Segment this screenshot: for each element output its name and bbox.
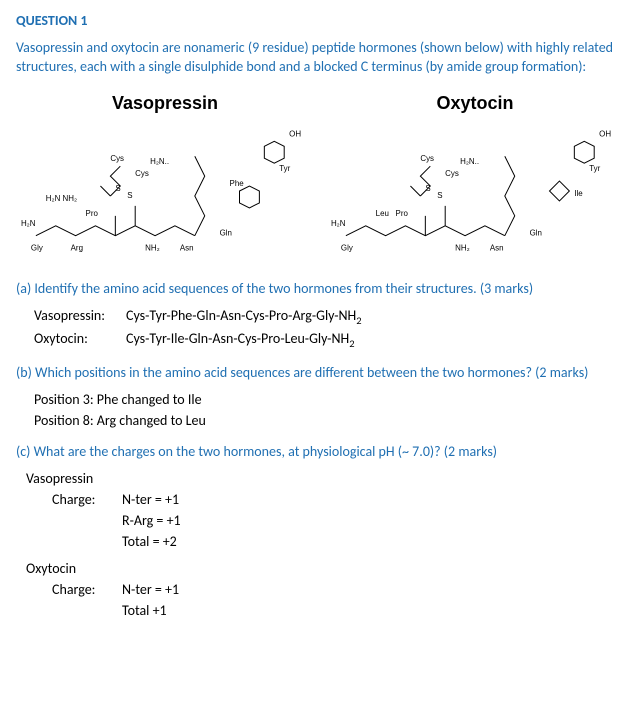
svg-text:Phe: Phe	[230, 179, 245, 188]
oxytocin-sequence: Cys-Tyr-Ile-Gln-Asn-Cys-Pro-Leu-Gly-NH2	[126, 328, 355, 352]
figure-row: Vasopressin Gly Arg NH₂ Asn Gln Phe	[16, 85, 624, 266]
structure-vasopressin: Gly Arg NH₂ Asn Gln Phe Tyr OH Cys Pro C…	[16, 116, 314, 266]
svg-text:S: S	[437, 191, 442, 200]
oxytocin-header: Oxytocin	[26, 558, 624, 579]
svg-text:Gln: Gln	[220, 228, 232, 237]
svg-text:Cys: Cys	[420, 154, 434, 163]
part-b-line1: Position 3: Phe changed to Ile	[34, 389, 624, 410]
part-a-prompt: (a) Identify the amino acid sequences of…	[16, 280, 624, 297]
svg-text:Asn: Asn	[490, 243, 504, 252]
svg-text:Pro: Pro	[86, 209, 99, 218]
part-c-prompt: (c) What are the charges on the two horm…	[16, 443, 624, 460]
svg-text:Gly: Gly	[31, 243, 43, 252]
svg-text:Asn: Asn	[180, 243, 194, 252]
part-b-line2: Position 8: Arg changed to Leu	[34, 410, 624, 431]
part-b-answer: Position 3: Phe changed to Ile Position …	[34, 389, 624, 431]
svg-text:Tyr: Tyr	[279, 164, 290, 173]
figure-title-right: Oxytocin	[326, 93, 624, 114]
svg-text:H₂N..: H₂N..	[150, 157, 169, 166]
vaso-charge-2: R-Arg = +1	[122, 510, 624, 531]
svg-text:NH₂: NH₂	[455, 243, 470, 252]
svg-text:H₂N..: H₂N..	[460, 157, 479, 166]
svg-text:Cys: Cys	[445, 169, 459, 178]
svg-text:H₂N: H₂N	[21, 219, 36, 228]
figure-title-left: Vasopressin	[16, 93, 314, 114]
oxy-charge-1: N-ter = +1	[122, 579, 179, 600]
svg-text:S: S	[127, 191, 132, 200]
vasopressin-sequence: Cys-Tyr-Phe-Gln-Asn-Cys-Pro-Arg-Gly-NH2	[126, 305, 362, 329]
vaso-charge-3: Total = +2	[122, 531, 624, 552]
svg-text:Gln: Gln	[530, 228, 542, 237]
part-b-prompt: (b) Which positions in the amino acid se…	[16, 364, 624, 381]
part-c-answer: Vasopressin Charge: N-ter = +1 R-Arg = +…	[26, 468, 624, 621]
figure-oxytocin: Oxytocin Gly Leu NH₂ Asn Gln Ile	[326, 85, 624, 266]
svg-text:Pro: Pro	[396, 209, 409, 218]
svg-text:Gly: Gly	[341, 243, 353, 252]
svg-text:Arg: Arg	[71, 243, 83, 252]
svg-text:S: S	[425, 184, 430, 193]
svg-text:Ile: Ile	[574, 189, 583, 198]
svg-text:H₂N NH₂: H₂N NH₂	[46, 194, 77, 203]
question-header: QUESTION 1	[16, 12, 624, 29]
vasopressin-header: Vasopressin	[26, 468, 624, 489]
vasopressin-label: Vasopressin:	[34, 305, 126, 329]
charge-label-oxy: Charge:	[52, 579, 122, 600]
oxytocin-label: Oxytocin:	[34, 328, 126, 352]
vaso-charge-1: N-ter = +1	[122, 489, 179, 510]
svg-text:S: S	[115, 184, 120, 193]
oxy-charge-2: Total +1	[122, 600, 624, 621]
part-a-answer: Vasopressin: Cys-Tyr-Phe-Gln-Asn-Cys-Pro…	[34, 305, 624, 352]
svg-text:OH: OH	[289, 129, 301, 138]
svg-text:NH₂: NH₂	[145, 243, 160, 252]
question-intro: Vasopressin and oxytocin are nonameric (…	[16, 39, 624, 77]
svg-text:Leu: Leu	[376, 209, 389, 218]
svg-text:Tyr: Tyr	[589, 164, 600, 173]
svg-text:H₂N: H₂N	[331, 219, 346, 228]
structure-oxytocin: Gly Leu NH₂ Asn Gln Ile Tyr OH Cys Pro C…	[326, 116, 624, 266]
svg-text:Cys: Cys	[110, 154, 124, 163]
svg-text:OH: OH	[599, 129, 611, 138]
figure-vasopressin: Vasopressin Gly Arg NH₂ Asn Gln Phe	[16, 85, 314, 266]
charge-label: Charge:	[52, 489, 122, 510]
svg-text:Cys: Cys	[135, 169, 149, 178]
